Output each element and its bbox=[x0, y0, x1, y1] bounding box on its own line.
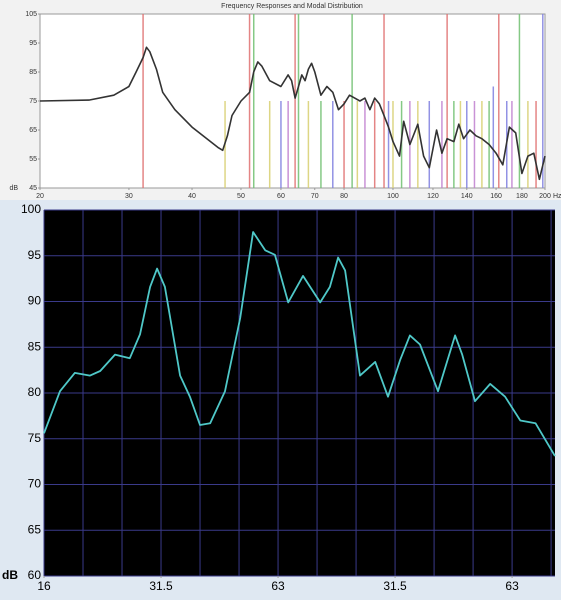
x-tick-label: 80 bbox=[340, 193, 348, 200]
x-tick-label: 50 bbox=[237, 193, 245, 200]
x-tick-label: 63 bbox=[505, 579, 519, 593]
y-tick-label: 95 bbox=[28, 248, 42, 262]
x-tick-label: 40 bbox=[188, 193, 196, 200]
y-tick-label: 65 bbox=[28, 522, 42, 536]
x-tick-label: 63 bbox=[271, 579, 285, 593]
response-line bbox=[39, 46, 546, 181]
y-tick-label: 65 bbox=[29, 127, 37, 134]
x-tick-label: 120 bbox=[427, 193, 439, 200]
y-tick-label: 70 bbox=[28, 477, 42, 491]
x-tick-label: 140 bbox=[461, 193, 473, 200]
x-tick-label: 30 bbox=[125, 193, 133, 200]
y-tick-label: 90 bbox=[28, 294, 42, 308]
y-tick-label: 85 bbox=[28, 339, 42, 353]
x-tick-label: 200 bbox=[539, 193, 551, 200]
x-tick-label: 31.5 bbox=[149, 579, 173, 593]
y-tick-label: 105 bbox=[25, 11, 37, 18]
x-tick-label: 16 bbox=[37, 579, 51, 593]
y-tick-label: 100 bbox=[21, 202, 41, 216]
plot-area bbox=[39, 13, 546, 189]
y-tick-label: 80 bbox=[28, 385, 42, 399]
x-tick-label: 100 bbox=[387, 193, 399, 200]
y-axis-label: dB bbox=[2, 568, 18, 582]
chart-title: Frequency Responses and Modal Distributi… bbox=[221, 3, 363, 10]
y-axis-label: dB bbox=[9, 185, 18, 192]
y-tick-label: 75 bbox=[29, 98, 37, 105]
y-tick-label: 75 bbox=[28, 431, 42, 445]
y-tick-label: 45 bbox=[29, 185, 37, 192]
x-tick-label: 20 bbox=[36, 193, 44, 200]
y-tick-label: 85 bbox=[29, 69, 37, 76]
x-tick-label: 60 bbox=[277, 193, 285, 200]
x-axis-label: Hz bbox=[553, 193, 561, 200]
x-tick-label: 31.5 bbox=[383, 579, 407, 593]
y-tick-label: 95 bbox=[29, 40, 37, 47]
x-tick-label: 160 bbox=[490, 193, 502, 200]
y-tick-label: 55 bbox=[29, 156, 37, 163]
response-line bbox=[43, 231, 556, 457]
x-tick-label: 180 bbox=[516, 193, 528, 200]
y-tick-label: 60 bbox=[28, 568, 42, 582]
x-tick-label: 70 bbox=[311, 193, 319, 200]
